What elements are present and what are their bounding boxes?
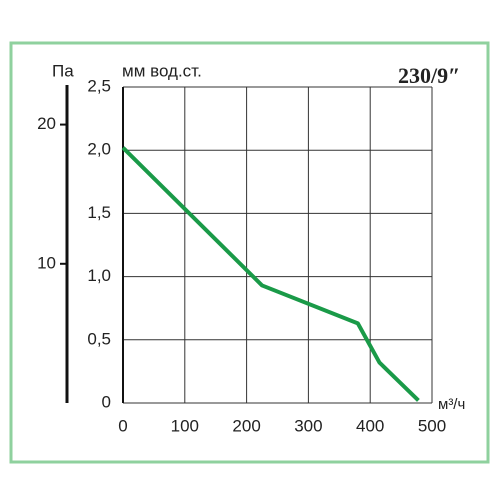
x-tick-label: 200 xyxy=(232,416,260,435)
y-tick-label: 2,0 xyxy=(87,140,111,159)
y-axis-label: мм вод.ст. xyxy=(122,61,202,80)
x-axis-label: м³/ч xyxy=(438,396,465,413)
x-tick-label: 300 xyxy=(294,416,322,435)
y-tick-label: 1,0 xyxy=(87,266,111,285)
y2-axis-label: Па xyxy=(52,61,74,80)
y-tick-label: 0,5 xyxy=(87,329,111,348)
y-tick-label: 1,5 xyxy=(87,203,111,222)
y2-tick-label: 20 xyxy=(37,114,56,133)
frame xyxy=(9,41,490,464)
x-tick-label: 100 xyxy=(171,416,199,435)
y2-tick-label: 10 xyxy=(37,253,56,272)
y-tick-label: 0 xyxy=(102,392,111,411)
x-tick-label: 400 xyxy=(356,416,384,435)
data-line xyxy=(121,146,420,402)
x-tick-label: 500 xyxy=(418,416,446,435)
x-tick-label: 0 xyxy=(118,416,127,435)
chart-title: 230/9″ xyxy=(398,63,460,88)
y-tick-label: 2,5 xyxy=(87,76,111,95)
